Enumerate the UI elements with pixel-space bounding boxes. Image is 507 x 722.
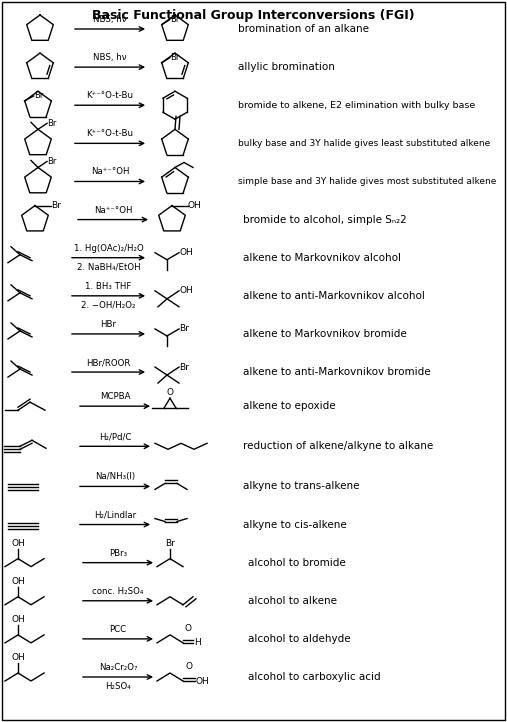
Text: alcohol to aldehyde: alcohol to aldehyde bbox=[248, 634, 351, 644]
Text: Br: Br bbox=[165, 539, 175, 548]
Text: HBr: HBr bbox=[100, 320, 117, 329]
Text: O: O bbox=[185, 624, 192, 633]
Text: bromide to alkene, E2 elimination with bulky base: bromide to alkene, E2 elimination with b… bbox=[238, 101, 475, 110]
Text: HBr/ROOR: HBr/ROOR bbox=[86, 358, 131, 367]
Text: Br: Br bbox=[47, 157, 56, 166]
Text: alkene to Markovnikov bromide: alkene to Markovnikov bromide bbox=[243, 329, 407, 339]
Text: OH: OH bbox=[11, 653, 25, 662]
Text: alcohol to carboxylic acid: alcohol to carboxylic acid bbox=[248, 672, 381, 682]
Text: PCC: PCC bbox=[110, 625, 127, 634]
Text: PBr₃: PBr₃ bbox=[109, 549, 127, 557]
Text: 1. BH₃ THF: 1. BH₃ THF bbox=[85, 282, 132, 291]
Text: 2. −OH/H₂O₂: 2. −OH/H₂O₂ bbox=[81, 301, 136, 310]
Text: bulky base and 3Y halide gives least substituted alkene: bulky base and 3Y halide gives least sub… bbox=[238, 139, 490, 148]
Text: MCPBA: MCPBA bbox=[100, 392, 130, 401]
Text: NBS, hν: NBS, hν bbox=[93, 53, 127, 62]
Text: 1. Hg(OAc)₂/H₂O: 1. Hg(OAc)₂/H₂O bbox=[74, 244, 143, 253]
Text: NBS, hν: NBS, hν bbox=[93, 15, 127, 24]
Text: Na₂Cr₂O₇: Na₂Cr₂O₇ bbox=[99, 663, 137, 672]
Text: bromination of an alkane: bromination of an alkane bbox=[238, 24, 369, 34]
Text: Basic Functional Group Interconversions (FGI): Basic Functional Group Interconversions … bbox=[92, 9, 414, 22]
Text: Br: Br bbox=[33, 92, 43, 100]
Text: H: H bbox=[194, 638, 201, 648]
Text: alkyne to trans-alkene: alkyne to trans-alkene bbox=[243, 482, 359, 492]
Text: OH: OH bbox=[179, 248, 193, 257]
Text: O: O bbox=[186, 662, 193, 671]
Text: alkene to epoxide: alkene to epoxide bbox=[243, 401, 336, 411]
Text: K⁺⁻°O-t-Bu: K⁺⁻°O-t-Bu bbox=[87, 129, 133, 139]
Text: alcohol to bromide: alcohol to bromide bbox=[248, 557, 346, 567]
Text: OH: OH bbox=[11, 615, 25, 624]
Text: alkene to anti-Markovnikov bromide: alkene to anti-Markovnikov bromide bbox=[243, 367, 430, 377]
Text: conc. H₂SO₄: conc. H₂SO₄ bbox=[92, 587, 143, 596]
Text: Br: Br bbox=[179, 324, 189, 334]
Text: Na⁺⁻°OH: Na⁺⁻°OH bbox=[94, 206, 132, 214]
Text: alcohol to alkene: alcohol to alkene bbox=[248, 596, 337, 606]
Text: 2. NaBH₄/EtOH: 2. NaBH₄/EtOH bbox=[77, 263, 140, 271]
Text: allylic bromination: allylic bromination bbox=[238, 62, 335, 72]
Text: Br: Br bbox=[47, 119, 56, 128]
Text: Br: Br bbox=[170, 53, 179, 62]
Text: alkene to anti-Markovnikov alcohol: alkene to anti-Markovnikov alcohol bbox=[243, 291, 425, 301]
Text: reduction of alkene/alkyne to alkane: reduction of alkene/alkyne to alkane bbox=[243, 441, 433, 451]
Text: Br: Br bbox=[51, 201, 61, 210]
Text: O: O bbox=[166, 388, 173, 397]
Text: Na⁺⁻°OH: Na⁺⁻°OH bbox=[91, 168, 129, 176]
Text: bromide to alcohol, simple Sₙ₂2: bromide to alcohol, simple Sₙ₂2 bbox=[243, 214, 407, 225]
Text: OH: OH bbox=[196, 677, 210, 685]
Text: H₂/Pd/C: H₂/Pd/C bbox=[99, 432, 131, 441]
Text: OH: OH bbox=[188, 201, 202, 210]
Text: Br: Br bbox=[179, 362, 189, 372]
Text: OH: OH bbox=[11, 539, 25, 548]
Text: H₂/Lindlar: H₂/Lindlar bbox=[94, 510, 136, 520]
Text: K⁺⁻°O-t-Bu: K⁺⁻°O-t-Bu bbox=[87, 91, 133, 100]
Text: OH: OH bbox=[11, 577, 25, 586]
Text: simple base and 3Y halide gives most substituted alkene: simple base and 3Y halide gives most sub… bbox=[238, 177, 496, 186]
Text: Br: Br bbox=[170, 15, 179, 24]
Text: OH: OH bbox=[179, 287, 193, 295]
Text: Na/NH₃(l): Na/NH₃(l) bbox=[95, 472, 135, 482]
Text: H₂SO₄: H₂SO₄ bbox=[105, 682, 131, 691]
Text: alkyne to cis-alkene: alkyne to cis-alkene bbox=[243, 520, 347, 529]
Text: alkene to Markovnikov alcohol: alkene to Markovnikov alcohol bbox=[243, 253, 401, 263]
